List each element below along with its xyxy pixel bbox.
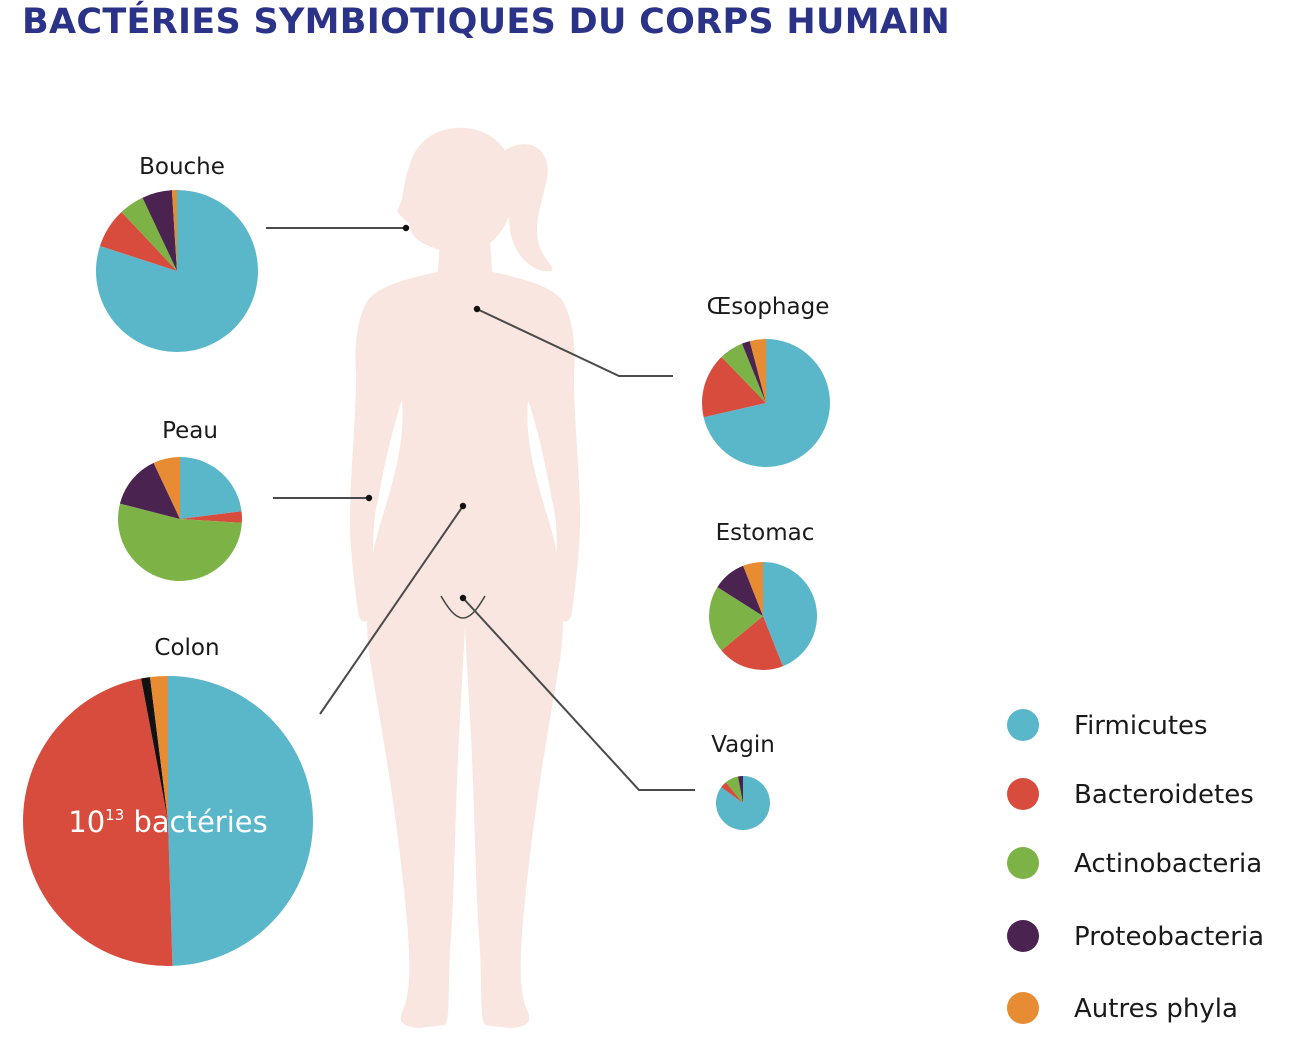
- silhouette-head: [397, 127, 515, 253]
- slice-vagin-firmicutes: [716, 776, 771, 831]
- pie-label-peau: Peau: [162, 418, 218, 444]
- slice-bouche-firmicutes: [95, 190, 258, 352]
- pie-label-bouche: Bouche: [139, 154, 225, 180]
- slice-estomac-actinobacteria: [709, 587, 763, 651]
- pie-label-colon: Colon: [154, 635, 219, 661]
- human-silhouette: [350, 127, 580, 1028]
- slice-bouche-bacteroidetes: [99, 211, 177, 271]
- slice-estomac-proteobacteria: [717, 565, 763, 616]
- connector-vagin: [462, 597, 695, 791]
- pie-label-vagin: Vagin: [711, 732, 775, 758]
- slice-peau-proteobacteria: [119, 462, 180, 519]
- slice-bouche-proteobacteria: [142, 190, 177, 271]
- slice-vagin-bacteroidetes: [721, 782, 743, 803]
- pie-colon: [23, 676, 314, 966]
- colon-count-base: 10: [68, 805, 105, 839]
- legend: Firmicutes Bacteroidetes Actinobacteria Pro…: [1007, 709, 1264, 1024]
- pie-bouche: [95, 190, 258, 352]
- connector-lines: [266, 227, 695, 791]
- legend-swatch-autres-phyla: [1007, 992, 1039, 1024]
- slice-bouche-autres-phyla: [171, 190, 177, 271]
- legend-swatch-bacteroidetes: [1007, 778, 1039, 810]
- silhouette-ponytail: [505, 144, 553, 272]
- legend-label-proteobacteria: Proteobacteria: [1074, 922, 1264, 952]
- chart-title: BACTÉRIES SYMBIOTIQUES DU CORPS HUMAIN: [22, 2, 951, 42]
- colon-bacteria-count: 1013 bactéries: [68, 805, 268, 839]
- dot-peau: [365, 494, 373, 502]
- slice-oesophage-actinobacteria: [721, 343, 766, 403]
- slice-colon-bacteroidetes: [23, 678, 173, 966]
- pie-label-oesophage: Œsophage: [707, 294, 830, 320]
- legend-label-firmicutes: Firmicutes: [1074, 711, 1208, 741]
- legend-swatch-proteobacteria: [1007, 920, 1039, 952]
- connector-dots: [365, 224, 481, 602]
- slice-peau-actinobacteria: [118, 503, 242, 581]
- colon-count-text: bactéries: [124, 805, 268, 839]
- legend-swatch-firmicutes: [1007, 709, 1039, 741]
- colon-count-exponent: 13: [105, 806, 124, 824]
- slice-oesophage-autres-phyla: [749, 338, 766, 403]
- slice-estomac-autres-phyla: [743, 562, 763, 616]
- pie-estomac: [709, 561, 818, 671]
- pie-oesophage: [701, 338, 830, 468]
- slice-oesophage-bacteroidetes: [701, 357, 766, 418]
- dot-vagin: [459, 594, 467, 602]
- legend-label-autres-phyla: Autres phyla: [1074, 994, 1238, 1024]
- legend-swatch-actinobacteria: [1007, 847, 1039, 879]
- dot-bouche: [402, 224, 410, 232]
- pie-label-estomac: Estomac: [716, 520, 815, 546]
- slice-colon-firmicutes: [168, 676, 314, 966]
- slice-estomac-firmicutes: [763, 561, 818, 667]
- slice-peau-bacteroidetes: [180, 511, 243, 523]
- connector-oesophage: [476, 308, 673, 377]
- silhouette-torso: [350, 272, 580, 1028]
- vagin-curve-mark: [440, 595, 486, 619]
- slice-bouche-actinobacteria: [121, 197, 177, 271]
- slice-vagin-actinobacteria: [725, 776, 743, 803]
- slice-oesophage-firmicutes: [703, 339, 830, 468]
- slice-peau-firmicutes: [180, 457, 242, 519]
- dot-oesophage: [473, 305, 481, 313]
- legend-label-actinobacteria: Actinobacteria: [1074, 849, 1262, 879]
- connector-colon: [319, 505, 464, 715]
- dot-colon: [459, 502, 467, 510]
- slice-vagin-proteobacteria: [737, 776, 743, 803]
- slice-peau-autres-phyla: [153, 457, 180, 519]
- slice-oesophage-proteobacteria: [741, 341, 766, 403]
- slice-estomac-bacteroidetes: [721, 616, 783, 671]
- legend-label-bacteroidetes: Bacteroidetes: [1074, 780, 1254, 810]
- slice-colon-other: [141, 677, 168, 821]
- slice-colon-autres-phyla: [150, 676, 168, 821]
- pie-peau: [118, 457, 243, 581]
- pie-vagin: [716, 776, 771, 831]
